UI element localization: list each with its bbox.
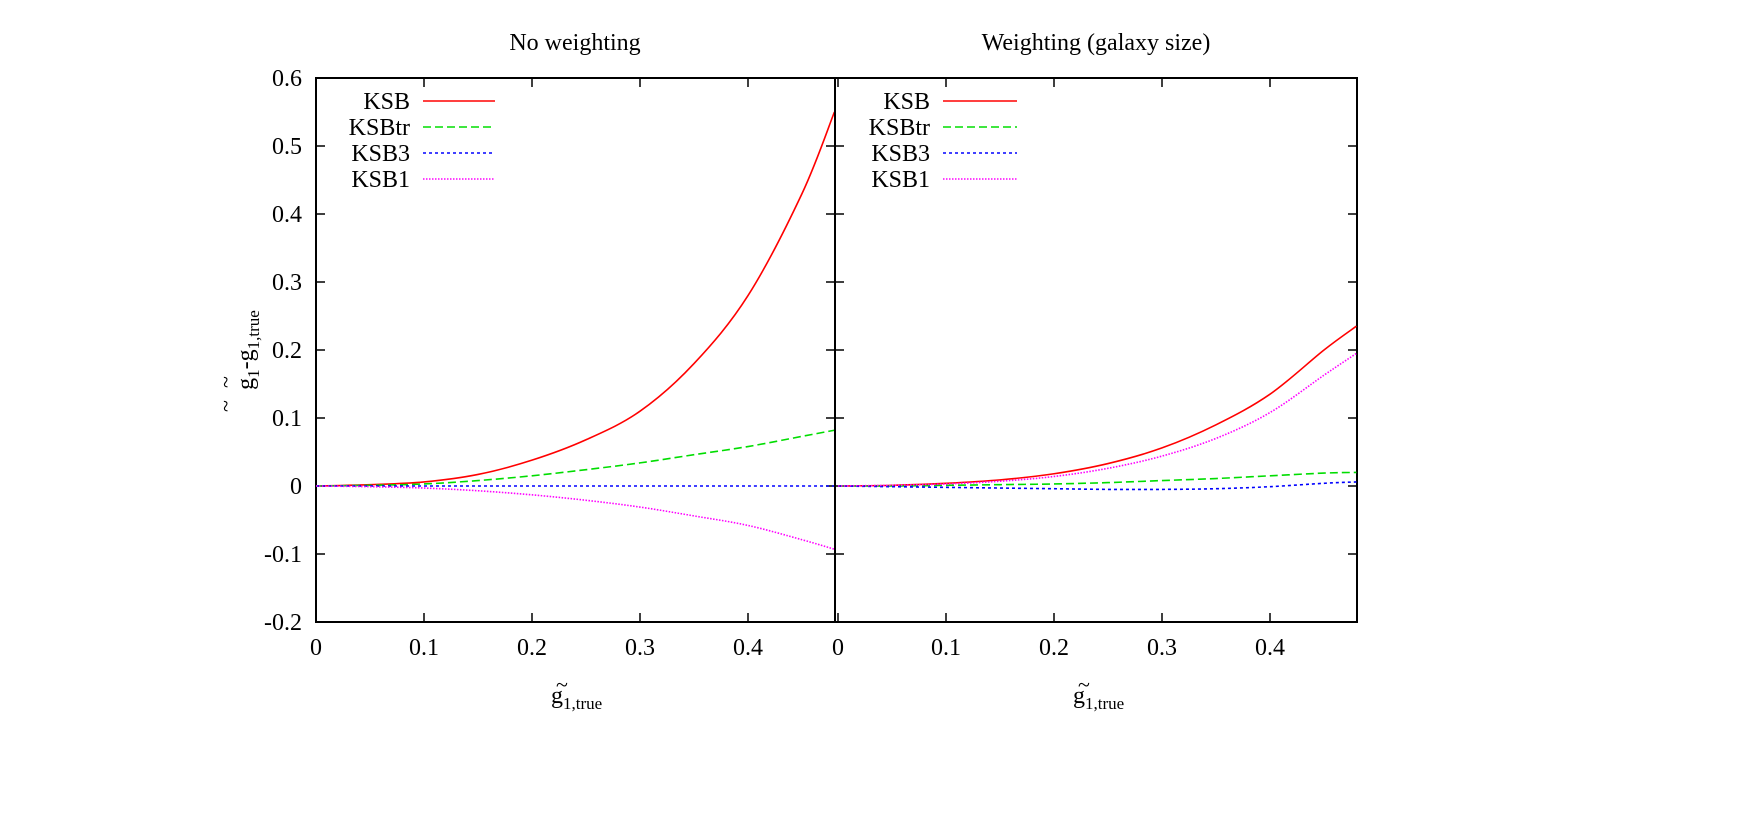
- y-tick-label: 0.4: [272, 202, 302, 228]
- x-tick-label: 0.1: [409, 635, 439, 661]
- legend-label: KSB3: [351, 141, 410, 167]
- series-ksb3: [837, 481, 1357, 491]
- legend-label: KSB1: [351, 167, 410, 193]
- x-tick-label: 0.4: [733, 635, 763, 661]
- y-tick-label: 0.3: [272, 270, 302, 296]
- legend-label: KSBtr: [869, 115, 930, 141]
- y-tick-label: 0: [290, 474, 302, 500]
- svg-text:~: ~: [213, 400, 238, 412]
- x-tick-label: 0.2: [1039, 635, 1069, 661]
- legend-label: KSB1: [871, 167, 930, 193]
- x-tick-label: 0.2: [517, 635, 547, 661]
- series-ksb: [315, 111, 836, 487]
- y-tick-label: 0.2: [272, 338, 302, 364]
- left-panel-title: No weighting: [509, 30, 640, 56]
- y-tick-label: 0.1: [272, 406, 302, 432]
- legend-label: KSB: [363, 89, 410, 115]
- x-axis-label-left: ~ g1,true: [551, 672, 602, 713]
- y-tick-label: -0.1: [264, 542, 302, 568]
- svg-text:g1,true: g1,true: [551, 683, 602, 713]
- series-ksbtr: [837, 471, 1357, 487]
- svg-text:~: ~: [213, 376, 238, 388]
- series-ksb1: [837, 352, 1357, 487]
- x-tick-label: 0: [310, 635, 322, 661]
- series-ksb: [837, 325, 1357, 487]
- x-axis-label-right: ~ g1,true: [1073, 672, 1124, 713]
- panel-left: 0 0.1 0.2 0.3 0.4 -0.2 -0.1 0 0.1 0.2 0.3 0.4 0.5 0.6…: [264, 66, 836, 661]
- svg-text:~: ~: [1078, 672, 1090, 697]
- y-tick-label: 0.5: [272, 134, 302, 160]
- y-tick-label: -0.2: [264, 610, 302, 636]
- x-tick-label: 0.3: [625, 635, 655, 661]
- x-tick-label: 0.3: [1147, 635, 1177, 661]
- svg-text:~: ~: [556, 672, 568, 697]
- series-ksbtr: [315, 429, 835, 487]
- x-tick-label: 0: [832, 635, 844, 661]
- x-tick-label: 0.4: [1255, 635, 1285, 661]
- svg-text:g1,true: g1,true: [1073, 683, 1124, 713]
- y-tick-label: 0.6: [272, 66, 302, 92]
- legend-label: KSBtr: [349, 115, 410, 141]
- x-tick-label: 0.1: [931, 635, 961, 661]
- svg-text:g1-g1,true: g1-g1,true: [233, 310, 263, 390]
- y-axis-label: g1-g1,true ~ ~: [213, 310, 263, 412]
- right-panel-title: Weighting (galaxy size): [982, 30, 1211, 56]
- series-ksb1: [315, 485, 835, 551]
- legend-label: KSB: [883, 89, 930, 115]
- legend-label: KSB3: [871, 141, 930, 167]
